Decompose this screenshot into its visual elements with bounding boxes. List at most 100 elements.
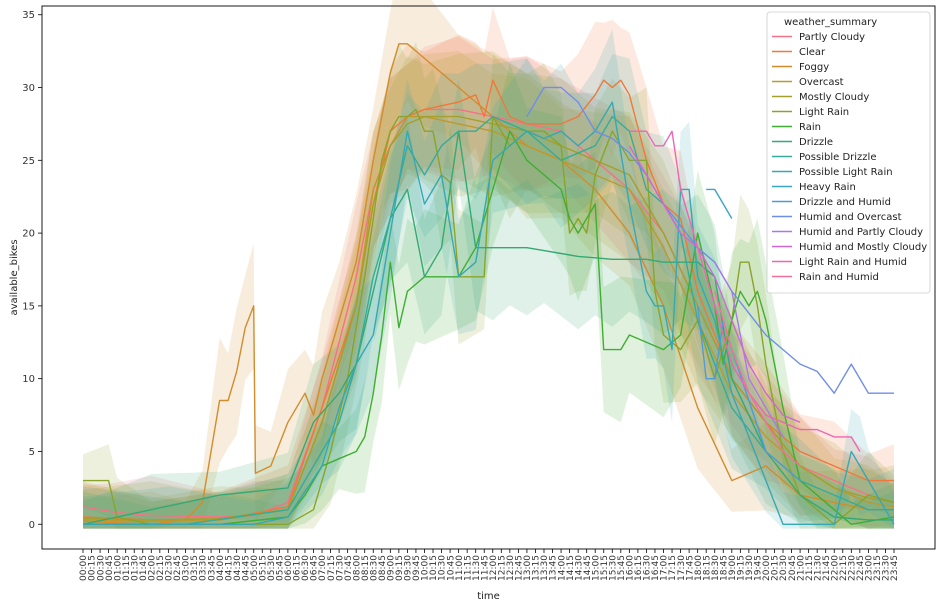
line-heavy-rain	[706, 188, 733, 219]
x-tick-label: 03:15	[190, 555, 200, 581]
x-tick-label: 19:45	[754, 555, 764, 581]
x-tick-label: 23:15	[873, 555, 883, 581]
legend-entry: Foggy	[799, 62, 829, 73]
x-tick-label: 03:30	[199, 555, 209, 581]
x-tick-label: 08:45	[378, 555, 388, 581]
x-tick-label: 19:30	[745, 555, 755, 581]
legend-entry: Overcast	[799, 77, 844, 88]
x-tick-label: 15:30	[609, 555, 619, 581]
x-tick-label: 20:15	[771, 555, 781, 581]
x-tick-label: 03:45	[207, 555, 217, 581]
x-tick-label: 04:15	[224, 555, 234, 581]
x-tick-label: 07:45	[344, 555, 354, 581]
band-rain	[83, 63, 894, 529]
legend-entry: Light Rain	[799, 107, 849, 118]
x-tick-label: 12:00	[489, 555, 499, 581]
x-tick-label: 04:00	[216, 555, 226, 581]
legend-entry: Mostly Cloudy	[799, 92, 869, 103]
band-overcast	[83, 51, 894, 529]
y-tick-label: 10	[22, 374, 35, 385]
line-rain-and-humid	[714, 291, 801, 467]
x-tick-label: 12:15	[498, 555, 508, 581]
band-light-rain	[83, 41, 894, 529]
legend-entry: Rain	[799, 122, 821, 133]
legend-box	[766, 11, 931, 294]
x-tick-label: 11:30	[472, 555, 482, 581]
legend-entry: Heavy Rain	[799, 182, 856, 193]
x-tick-label: 15:15	[600, 555, 610, 581]
x-tick-label: 10:30	[438, 555, 448, 581]
y-tick-label: 15	[22, 301, 35, 312]
y-axis-label: available_bikes	[9, 239, 20, 315]
x-tick-label: 12:45	[515, 555, 525, 581]
x-tick-label: 02:45	[173, 555, 183, 581]
x-tick-label: 20:30	[779, 555, 789, 581]
line-light-rain-and-humid	[629, 130, 861, 452]
x-tick-label: 13:45	[549, 555, 559, 581]
x-tick-label: 06:30	[301, 555, 311, 581]
x-tick-label: 23:45	[890, 555, 900, 581]
x-tick-label: 07:00	[318, 555, 328, 581]
x-tick-label: 22:45	[856, 555, 866, 581]
x-tick-label: 00:00	[79, 555, 89, 581]
x-tick-label: 10:15	[429, 555, 439, 581]
x-tick-label: 01:30	[130, 555, 140, 581]
x-tick-label: 13:30	[540, 555, 550, 581]
x-tick-label: 07:15	[327, 555, 337, 581]
legend-entry: Drizzle and Humid	[799, 197, 891, 208]
x-tick-label: 21:15	[805, 555, 815, 581]
x-tick-label: 04:45	[241, 555, 251, 581]
x-tick-label: 04:30	[233, 555, 243, 581]
series-lines	[82, 43, 895, 525]
x-tick-label: 16:00	[626, 555, 636, 581]
x-tick-label: 21:30	[813, 555, 823, 581]
x-tick-label: 07:30	[335, 555, 345, 581]
x-tick-label: 08:15	[361, 555, 371, 581]
legend-entry: Light Rain and Humid	[799, 257, 907, 268]
x-tick-label: 22:15	[839, 555, 849, 581]
band-clear	[83, 7, 894, 529]
x-tick-label: 11:00	[455, 555, 465, 581]
y-tick-label: 0	[29, 520, 35, 531]
x-tick-label: 18:00	[694, 555, 704, 581]
legend-entry: Clear	[799, 47, 826, 58]
x-tick-label: 06:15	[293, 555, 303, 581]
x-tick-label: 01:45	[139, 555, 149, 581]
y-tick-label: 35	[22, 10, 35, 21]
x-tick-label: 01:00	[113, 555, 123, 581]
legend: weather_summary Partly Cloudy Clear Foggy Ov…	[766, 11, 931, 294]
x-tick-label: 14:00	[557, 555, 567, 581]
x-tick-label: 01:15	[122, 555, 132, 581]
x-tick-label: 06:45	[310, 555, 320, 581]
x-tick-label: 10:45	[446, 555, 456, 581]
x-tick-label: 11:15	[463, 555, 473, 581]
band-mostly-cloudy	[83, 51, 894, 529]
line-rain	[83, 130, 895, 525]
x-tick-label: 19:15	[737, 555, 747, 581]
legend-entry: Humid and Overcast	[799, 212, 902, 223]
y-tick-label: 30	[22, 83, 35, 94]
line-possible-light-rain	[83, 101, 895, 525]
x-tick-label: 05:15	[259, 555, 269, 581]
band-foggy	[83, 0, 894, 529]
x-tick-label: 17:30	[677, 555, 687, 581]
x-tick-label: 08:00	[352, 555, 362, 581]
x-axis-label: time	[477, 591, 500, 602]
x-tick-label: 08:30	[370, 555, 380, 581]
line-mostly-cloudy	[82, 115, 895, 521]
line-foggy	[82, 43, 894, 525]
x-tick-label: 17:00	[660, 555, 670, 581]
axes: 0510152025303500:0000:1500:3000:4501:000…	[9, 5, 936, 602]
x-tick-label: 09:15	[395, 555, 405, 581]
x-tick-label: 16:45	[651, 555, 661, 581]
plot-frame	[41, 5, 936, 550]
x-tick-label: 14:15	[566, 555, 576, 581]
x-tick-label: 09:00	[387, 555, 397, 581]
legend-entry: Drizzle	[799, 137, 833, 148]
x-tick-label: 15:00	[591, 555, 601, 581]
x-tick-label: 20:45	[788, 555, 798, 581]
x-tick-label: 05:45	[276, 555, 286, 581]
legend-entry: Possible Light Rain	[799, 167, 893, 178]
legend-entry: Possible Drizzle	[799, 152, 876, 163]
